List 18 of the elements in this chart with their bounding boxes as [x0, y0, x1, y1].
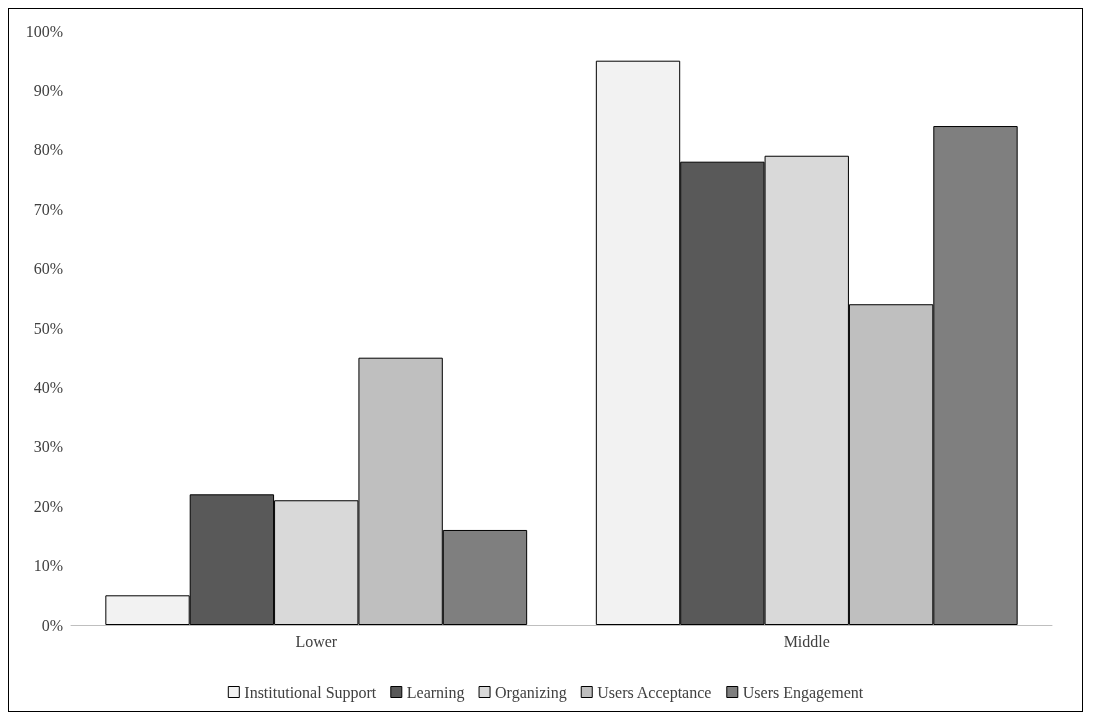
y-tick-label: 10%	[33, 557, 63, 575]
legend-label: Users Engagement	[742, 683, 864, 702]
y-tick-label: 20%	[33, 497, 63, 515]
y-tick-label: 40%	[33, 378, 63, 396]
legend-label: Organizing	[495, 683, 567, 702]
y-tick-label: 70%	[33, 200, 63, 218]
legend-label: Users Acceptance	[597, 683, 712, 702]
y-tick-label: 30%	[33, 438, 63, 456]
y-tick-label: 60%	[33, 260, 63, 278]
y-tick-label: 90%	[33, 81, 63, 99]
y-tick-label: 100%	[25, 22, 63, 40]
y-tick-label: 0%	[41, 616, 63, 634]
y-tick-label: 80%	[33, 141, 63, 159]
legend-label: Institutional Support	[244, 683, 377, 702]
y-tick-label: 50%	[33, 319, 63, 337]
x-tick-label: Lower	[295, 632, 338, 650]
x-tick-label: Middle	[783, 632, 830, 650]
legend-label: Learning	[406, 683, 465, 702]
